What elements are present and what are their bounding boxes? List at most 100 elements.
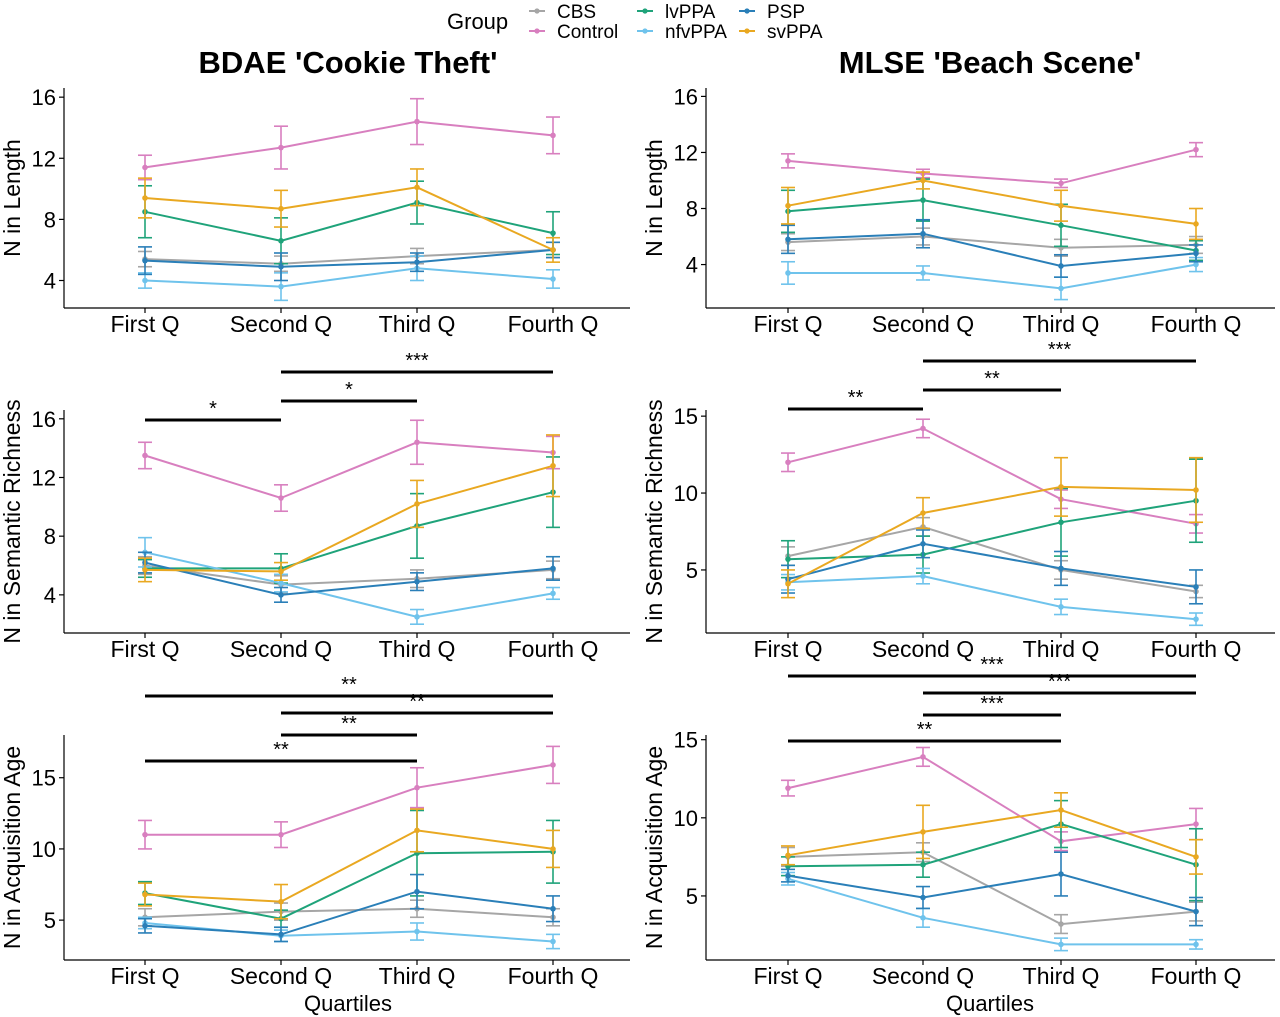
- significance-label: ***: [1048, 339, 1072, 361]
- data-point: [785, 459, 791, 466]
- data-point: [414, 888, 420, 895]
- series-svppa: [781, 792, 1203, 875]
- data-point: [1193, 584, 1199, 590]
- series-line: [144, 120, 554, 169]
- significance-label: **: [848, 387, 864, 409]
- significance-bracket: ***: [923, 339, 1196, 363]
- series-cbs: [138, 241, 560, 273]
- data-point: [278, 568, 284, 575]
- data-point: [550, 762, 556, 768]
- significance-label: **: [341, 713, 357, 735]
- series-line: [787, 499, 1197, 561]
- y-tick-label: 15: [674, 728, 698, 753]
- series-nfvppa: [781, 567, 1203, 627]
- series-line: [787, 542, 1197, 588]
- x-tick-label: First Q: [111, 963, 180, 989]
- significance-label: ***: [980, 654, 1004, 676]
- data-point: [142, 195, 148, 201]
- data-point: [920, 270, 926, 276]
- y-tick-label: 5: [686, 558, 698, 583]
- series-line: [787, 235, 1197, 249]
- series-svppa: [138, 434, 560, 583]
- y-tick-label: 4: [686, 253, 698, 278]
- legend-swatch-dot: [744, 8, 750, 14]
- data-point: [550, 247, 556, 253]
- series-line: [787, 873, 1197, 913]
- data-point: [1193, 221, 1199, 227]
- data-point: [1058, 285, 1064, 292]
- series-lvppa: [781, 458, 1203, 579]
- legend-entry-psp: PSP: [739, 2, 805, 23]
- legend-entry-svppa: svPPA: [739, 22, 823, 43]
- significance-label: *: [209, 398, 217, 420]
- column-title-bdae: BDAE 'Cookie Theft': [199, 45, 498, 80]
- data-point: [414, 259, 420, 265]
- x-tick-label: Third Q: [379, 963, 456, 989]
- significance-bracket: **: [923, 368, 1061, 392]
- data-point: [920, 197, 926, 203]
- panel-bdae-acquisition: 5 10 15 First Q Second Q Third Q Fourth Q N in …: [0, 674, 630, 989]
- data-point: [550, 590, 556, 597]
- data-point: [1193, 908, 1199, 915]
- x-tick-label: Fourth Q: [508, 963, 599, 989]
- data-point: [785, 202, 791, 209]
- series-line: [145, 491, 554, 570]
- data-point: [785, 580, 791, 587]
- series-line: [144, 248, 554, 268]
- data-point: [920, 829, 926, 835]
- legend-swatch-dot: [642, 8, 648, 14]
- data-point: [550, 905, 556, 912]
- data-point: [278, 831, 284, 838]
- legend-label: lvPPA: [665, 2, 716, 23]
- series-line: [787, 179, 1197, 225]
- series-line: [787, 877, 1196, 946]
- y-axis-label: N in Length: [0, 139, 25, 257]
- data-point: [920, 425, 926, 432]
- data-point: [414, 501, 420, 507]
- y-tick-label: 8: [686, 197, 698, 222]
- series-line: [144, 551, 554, 618]
- y-tick-label: 12: [674, 140, 698, 165]
- data-point: [785, 852, 791, 859]
- data-point: [278, 205, 284, 212]
- data-point: [1058, 202, 1064, 209]
- series-lvppa: [781, 178, 1203, 262]
- y-axis-label: N in Semantic Richness: [0, 399, 25, 643]
- x-tick-label: Third Q: [1023, 636, 1100, 662]
- legend-swatch-dot: [534, 28, 540, 34]
- x-axis-label-right: Quartiles: [946, 991, 1034, 1016]
- x-tick-label: First Q: [754, 636, 823, 662]
- data-point: [414, 928, 420, 935]
- x-tick-label: Fourth Q: [1151, 963, 1242, 989]
- y-tick-label: 4: [44, 269, 56, 294]
- data-point: [278, 237, 284, 244]
- legend-label: Control: [557, 22, 618, 43]
- series-line: [787, 148, 1197, 185]
- series-line: [144, 907, 554, 919]
- data-point: [278, 495, 284, 501]
- panel-bdae-length: 4 8 12 16 First Q Second Q Third Q Fourth Q N in…: [0, 85, 630, 337]
- series-nfvppa: [781, 256, 1203, 301]
- data-point: [142, 831, 148, 838]
- data-point: [920, 510, 926, 516]
- data-point: [550, 565, 556, 572]
- series-line: [787, 485, 1197, 585]
- series-line: [144, 890, 554, 936]
- data-point: [550, 938, 556, 945]
- significance-bracket: **: [145, 674, 553, 698]
- significance-label: ***: [405, 350, 429, 372]
- series-line: [144, 850, 554, 920]
- x-tick-label: Third Q: [379, 636, 456, 662]
- data-point: [920, 861, 926, 868]
- data-point: [785, 236, 791, 243]
- data-point: [920, 541, 926, 547]
- data-point: [414, 184, 420, 191]
- x-tick-label: Second Q: [872, 636, 974, 662]
- x-tick-label: Third Q: [379, 311, 456, 337]
- series-psp: [138, 241, 560, 282]
- x-tick-label: Second Q: [872, 311, 974, 337]
- panel-mlse-length: 4 8 12 16 First Q Second Q Third Q Fourth Q N in…: [641, 84, 1275, 337]
- significance-bracket: **: [281, 713, 417, 737]
- legend-swatch-dot: [534, 8, 540, 14]
